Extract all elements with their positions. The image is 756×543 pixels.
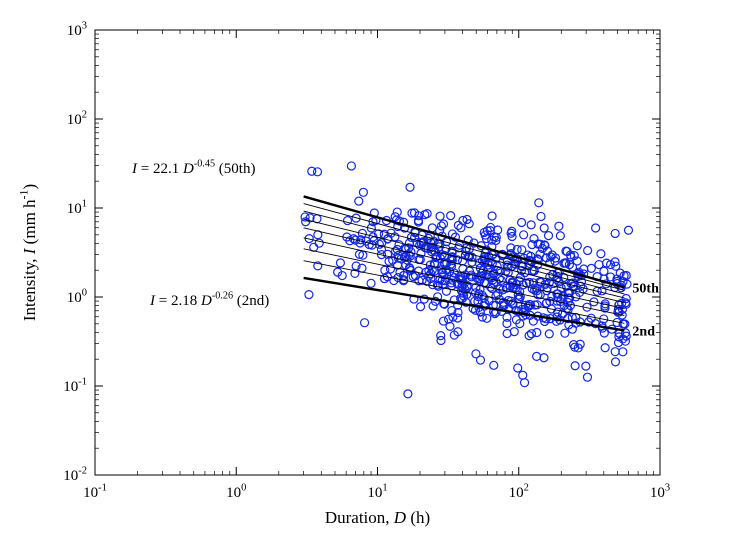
chart-bg [0,0,756,543]
equation-annotation: I = 2.18 D-0.26 (2nd) [149,290,269,309]
x-axis-label: Duration, D (h) [325,508,430,527]
y-axis-label: Intensity, I (mm h-1) [16,184,39,321]
equation-annotation: I = 22.1 D-0.45 (50th) [131,158,255,177]
intensity-duration-chart: 10-1100101102103Duration, D (h)10-210-11… [0,0,756,543]
line-end-label: 50th [632,281,659,296]
line-end-label: 2nd [632,324,655,339]
